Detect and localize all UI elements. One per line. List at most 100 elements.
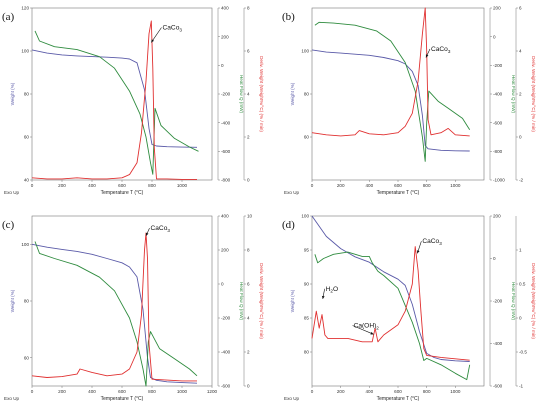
- heatflow-axis-title: Heat Flow Q (mW): [239, 282, 244, 320]
- x-tick-label: 1000: [450, 183, 461, 188]
- annotation-label: Ca(OH)2: [354, 323, 380, 331]
- heatflow-tick-label: -600: [493, 120, 503, 125]
- annotation-arrow: [352, 325, 374, 335]
- left-tick-label: 80: [304, 92, 310, 97]
- x-tick-label: 1200: [207, 389, 218, 394]
- deriv-tick-label: 0: [519, 316, 522, 321]
- x-tick-label: 600: [118, 389, 126, 394]
- left-axis-title: Weight (%): [10, 82, 15, 105]
- series-weight: [31, 49, 198, 148]
- deriv-tick-label: 6: [519, 6, 522, 11]
- left-tick-label: 80: [304, 350, 310, 355]
- heatflow-tick-label: -800: [493, 149, 503, 154]
- series-heat-flow: [34, 241, 198, 387]
- x-tick-label: 1000: [177, 183, 188, 188]
- x-tick-label: 0: [31, 389, 34, 394]
- left-tick-label: 60: [24, 355, 30, 360]
- plot-frame: [31, 7, 213, 181]
- heatflow-axis-title: Heat Flow Q (mW): [239, 75, 244, 113]
- deriv-tick-label: 8: [247, 248, 250, 253]
- deriv-tick-label: 2: [247, 350, 250, 355]
- x-tick-label: 200: [58, 183, 66, 188]
- x-axis-title: Temperature T (°C): [377, 190, 420, 196]
- deriv-axis-title: Deriv. Weight (Weight%/°C) (% / min): [531, 56, 536, 132]
- heatflow-tick-label: -600: [221, 384, 231, 389]
- heatflow-tick-label: 200: [493, 214, 501, 219]
- x-tick-label: 0: [31, 183, 34, 188]
- annotation-label: CaCo3: [151, 225, 171, 233]
- deriv-tick-label: 4: [519, 49, 522, 54]
- annotation-arrowhead: [425, 54, 429, 58]
- left-axis-title: Weight (%): [290, 289, 295, 312]
- heatflow-tick-label: -400: [493, 92, 503, 97]
- series-heat-flow: [314, 21, 471, 162]
- heatflow-tick-label: -600: [493, 384, 503, 389]
- series-heat-flow: [314, 251, 471, 381]
- deriv-tick-label: 0: [247, 178, 250, 183]
- annotation-label: CaCo3: [422, 238, 442, 246]
- series-deriv-weight: [31, 20, 197, 180]
- x-tick-label: 400: [88, 389, 96, 394]
- deriv-tick-label: 0: [519, 135, 522, 140]
- plot-frame: [311, 7, 485, 181]
- annotation-arrowhead: [151, 39, 155, 43]
- annotation-label: H2O: [326, 286, 338, 294]
- left-tick-label: 100: [301, 49, 309, 54]
- series-heat-flow: [34, 30, 199, 175]
- heatflow-tick-label: -600: [221, 149, 231, 154]
- left-tick-label: 85: [304, 316, 310, 321]
- heatflow-tick-label: 200: [493, 6, 501, 11]
- x-tick-label: 800: [423, 183, 431, 188]
- deriv-tick-label: 8: [247, 6, 250, 11]
- heatflow-tick-label: -200: [221, 92, 231, 97]
- x-tick-label: 400: [365, 389, 373, 394]
- deriv-tick-label: 4: [247, 316, 250, 321]
- plot-frame: [31, 215, 213, 387]
- deriv-axis-title: Deriv. Weight (Weight%/°C) (% / min): [531, 263, 536, 339]
- annotation-arrowhead: [321, 295, 325, 299]
- deriv-tick-label: -1: [519, 384, 524, 389]
- annotation-arrow: [151, 27, 162, 43]
- heatflow-tick-label: -200: [221, 316, 231, 321]
- series-weight: [311, 215, 470, 362]
- left-tick-label: 100: [301, 214, 309, 219]
- heatflow-tick-label: -1000: [493, 178, 505, 183]
- x-tick-label: 800: [423, 389, 431, 394]
- panel-label: (b): [282, 11, 295, 23]
- x-tick-label: 200: [337, 183, 345, 188]
- x-tick-label: 400: [365, 183, 373, 188]
- left-tick-label: 60: [304, 135, 310, 140]
- left-tick-label: 100: [21, 242, 29, 247]
- x-tick-label: 200: [58, 389, 66, 394]
- x-axis-title: Temperature T (°C): [101, 190, 144, 196]
- left-tick-label: 95: [304, 248, 310, 253]
- left-tick-label: 80: [24, 92, 30, 97]
- series-deriv-weight: [311, 246, 470, 361]
- heatflow-tick-label: -200: [493, 63, 503, 68]
- heatflow-tick-label: -400: [493, 341, 503, 346]
- left-tick-label: 80: [24, 299, 30, 304]
- deriv-axis-title: Deriv. Weight (Weight%/°C) (% / min): [259, 56, 264, 132]
- x-tick-label: 0: [311, 389, 314, 394]
- deriv-tick-label: 10: [247, 214, 253, 219]
- panel-label: (c): [2, 219, 15, 231]
- left-tick-label: 60: [24, 135, 30, 140]
- heatflow-tick-label: 0: [493, 256, 496, 261]
- exo-up-label: Exo Up: [4, 396, 20, 401]
- x-tick-label: 200: [337, 389, 345, 394]
- left-tick-label: 120: [21, 6, 29, 11]
- x-axis-title: Temperature T (°C): [101, 396, 144, 402]
- x-tick-label: 0: [311, 183, 314, 188]
- heatflow-tick-label: -800: [221, 178, 231, 183]
- panel-label: (a): [2, 11, 15, 23]
- heatflow-tick-label: 0: [221, 282, 224, 287]
- heatflow-tick-label: 200: [221, 34, 229, 39]
- deriv-tick-label: 6: [247, 282, 250, 287]
- deriv-axis-title: Deriv. Weight (Weight%/°C) (% / min): [259, 263, 264, 339]
- deriv-tick-label: 1: [519, 248, 522, 253]
- left-tick-label: 40: [24, 178, 30, 183]
